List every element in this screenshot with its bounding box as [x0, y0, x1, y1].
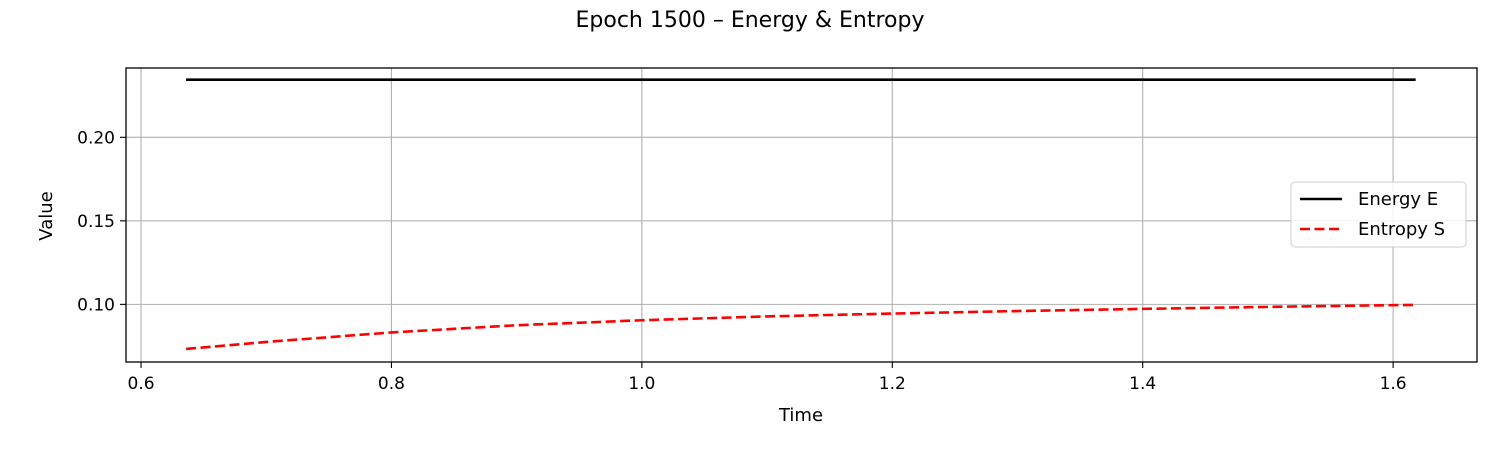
grid [126, 68, 1477, 362]
legend-label-entropy: Entropy S [1358, 219, 1445, 240]
y-tick-label: 0.20 [77, 128, 115, 148]
legend: Energy E Entropy S [1290, 181, 1467, 248]
y-axis-label: Value [36, 191, 57, 240]
y-tick-label: 0.10 [77, 295, 115, 315]
series-layer [185, 78, 1416, 351]
x-tick-label: 0.6 [128, 374, 155, 394]
x-tick-label: 0.8 [378, 374, 405, 394]
x-tick-label: 1.6 [1380, 374, 1407, 394]
x-tick-label: 1.0 [628, 374, 655, 394]
legend-label-energy: Energy E [1358, 189, 1438, 210]
chart-title: Epoch 1500 – Energy & Entropy [576, 8, 925, 33]
x-axis-label: Time [778, 405, 823, 426]
x-tick-label: 1.4 [1129, 374, 1156, 394]
series-line-entropy [185, 303, 1416, 351]
x-tick-label: 1.2 [879, 374, 906, 394]
plot-frame [125, 67, 1478, 363]
y-axis-ticks: 0.10 0.15 0.20 [77, 128, 126, 315]
x-axis-ticks: 0.6 0.8 1.0 1.2 1.4 1.6 [128, 362, 1407, 394]
y-tick-label: 0.15 [77, 212, 115, 232]
